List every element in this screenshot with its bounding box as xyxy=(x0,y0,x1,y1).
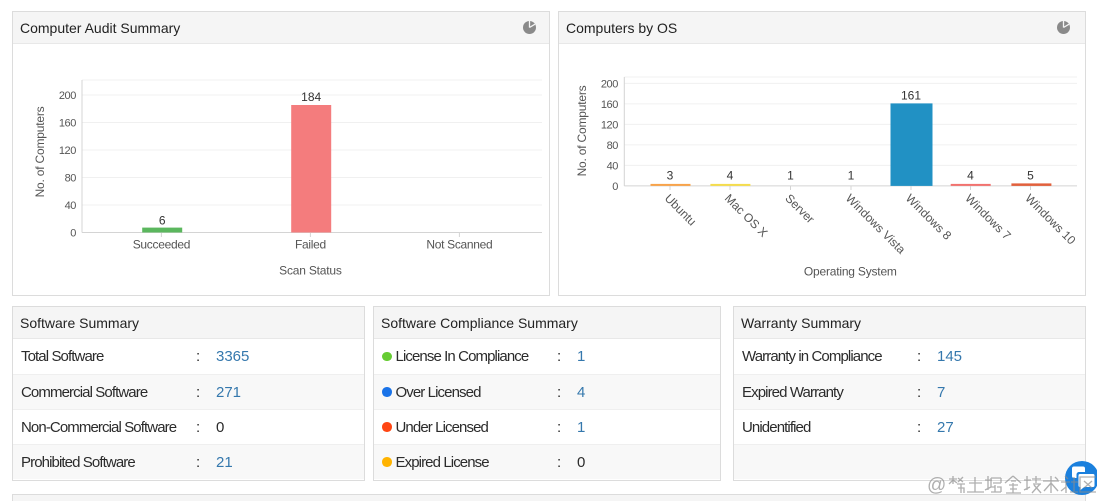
svg-text:1: 1 xyxy=(787,169,794,183)
svg-text:161: 161 xyxy=(901,88,921,102)
svg-text:Succeeded: Succeeded xyxy=(133,238,190,252)
svg-text:Scan Status: Scan Status xyxy=(279,264,342,278)
svg-text:160: 160 xyxy=(59,118,76,130)
svg-text:120: 120 xyxy=(601,119,618,131)
svg-text:Windows Vista: Windows Vista xyxy=(843,191,909,257)
svg-text:0: 0 xyxy=(612,181,618,193)
svg-text:160: 160 xyxy=(601,99,618,111)
svg-text:5: 5 xyxy=(1027,169,1034,183)
svg-text:200: 200 xyxy=(59,90,76,102)
svg-text:Mac OS X: Mac OS X xyxy=(722,191,771,240)
svg-text:Windows 7: Windows 7 xyxy=(962,191,1014,243)
svg-text:Failed: Failed xyxy=(295,238,326,252)
svg-text:Operating System: Operating System xyxy=(804,264,897,278)
svg-text:200: 200 xyxy=(601,78,618,90)
svg-text:Not Scanned: Not Scanned xyxy=(426,238,492,252)
svg-text:1: 1 xyxy=(848,169,855,183)
svg-text:40: 40 xyxy=(65,200,77,212)
svg-text:Windows 8: Windows 8 xyxy=(903,191,955,243)
svg-text:@: @ xyxy=(927,475,946,496)
svg-text:3: 3 xyxy=(667,169,674,183)
svg-text:0: 0 xyxy=(70,228,76,240)
svg-text:80: 80 xyxy=(607,140,619,152)
svg-text:184: 184 xyxy=(301,90,321,104)
svg-text:Server: Server xyxy=(782,191,817,226)
svg-text:No. of Computers: No. of Computers xyxy=(33,106,47,197)
svg-text:No. of Computers: No. of Computers xyxy=(575,85,589,176)
svg-text:4: 4 xyxy=(727,169,734,183)
svg-text:80: 80 xyxy=(65,173,77,185)
svg-text:4: 4 xyxy=(967,169,974,183)
svg-text:120: 120 xyxy=(59,145,76,157)
svg-text:Ubuntu: Ubuntu xyxy=(662,191,699,228)
svg-text:Windows 10: Windows 10 xyxy=(1022,191,1078,247)
svg-text:40: 40 xyxy=(607,160,619,172)
svg-text:6: 6 xyxy=(159,214,166,228)
